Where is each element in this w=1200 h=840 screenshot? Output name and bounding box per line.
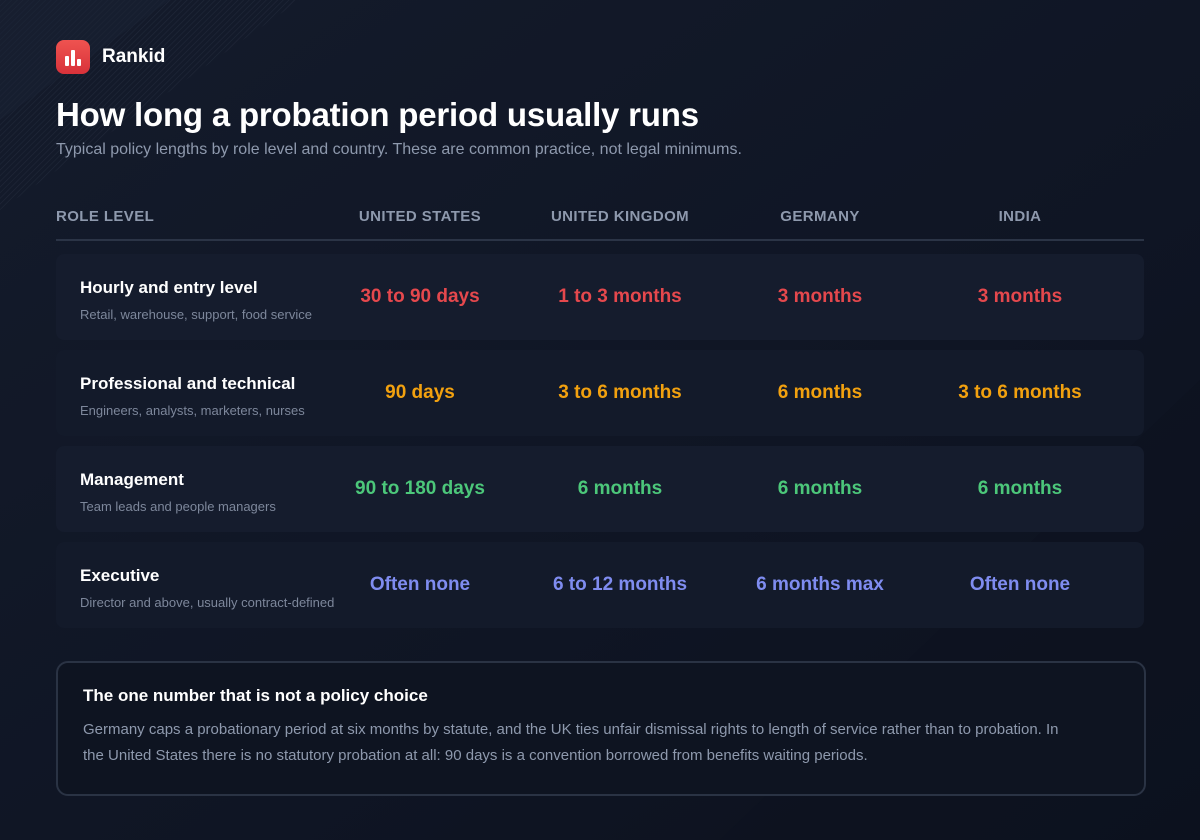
role-name: Executive (80, 566, 160, 585)
cell-united-states: 90 days (385, 382, 455, 403)
cell-united-kingdom: 3 to 6 months (558, 382, 682, 403)
role-description: Retail, warehouse, support, food service (80, 307, 312, 322)
cell-germany: 6 months max (756, 574, 884, 595)
cell-united-states: 90 to 180 days (355, 478, 485, 499)
cell-germany: 6 months (777, 478, 863, 499)
cell-india: 6 months (977, 478, 1063, 499)
cell-united-kingdom: 6 months (577, 478, 663, 499)
cell-united-states: Often none (369, 574, 471, 595)
cell-germany: 3 months (777, 286, 863, 307)
cell-india: 3 months (977, 286, 1063, 307)
page: Rankid How long a probation period usual… (56, 40, 1146, 796)
callout-body: Germany caps a probationary period at si… (83, 721, 1059, 764)
cell-united-kingdom: 6 to 12 months (552, 574, 688, 595)
role-description: Team leads and people managers (80, 499, 276, 514)
role-description: Director and above, usually contract-def… (80, 595, 335, 610)
role-name: Management (80, 470, 184, 489)
brand-name: Rankid (102, 46, 166, 67)
cell-united-states: 30 to 90 days (360, 286, 480, 307)
table-header: ROLE LEVEL UNITED STATES UNITED KINGDOM … (56, 206, 1144, 241)
bar-chart-icon (56, 40, 90, 74)
brand-header: Rankid (56, 40, 1144, 74)
table-row-executive: Executive Director and above, usually co… (56, 542, 1144, 628)
column-header-united-states: UNITED STATES (358, 208, 482, 225)
cell-india: 3 to 6 months (958, 382, 1082, 403)
column-header-india: INDIA (998, 208, 1042, 225)
role-name: Hourly and entry level (80, 278, 258, 297)
page-title: How long a probation period usually runs (56, 96, 699, 133)
table-row-management: Management Team leads and people manager… (56, 446, 1144, 532)
column-header-role-level: ROLE LEVEL (56, 208, 155, 225)
table-row-hourly-entry: Hourly and entry level Retail, warehouse… (56, 254, 1144, 340)
callout-title: The one number that is not a policy choi… (83, 686, 428, 705)
role-name: Professional and technical (80, 374, 296, 393)
role-description: Engineers, analysts, marketers, nurses (80, 403, 305, 418)
cell-india: Often none (969, 574, 1071, 595)
cell-germany: 6 months (777, 382, 863, 403)
cell-united-kingdom: 1 to 3 months (558, 286, 682, 307)
page-subtitle: Typical policy lengths by role level and… (56, 141, 742, 158)
table-body: Hourly and entry level Retail, warehouse… (56, 254, 1144, 638)
callout-box: The one number that is not a policy choi… (56, 661, 1146, 796)
column-header-united-kingdom: UNITED KINGDOM (550, 208, 690, 225)
table-row-professional-technical: Professional and technical Engineers, an… (56, 350, 1144, 436)
column-header-germany: GERMANY (780, 208, 860, 225)
